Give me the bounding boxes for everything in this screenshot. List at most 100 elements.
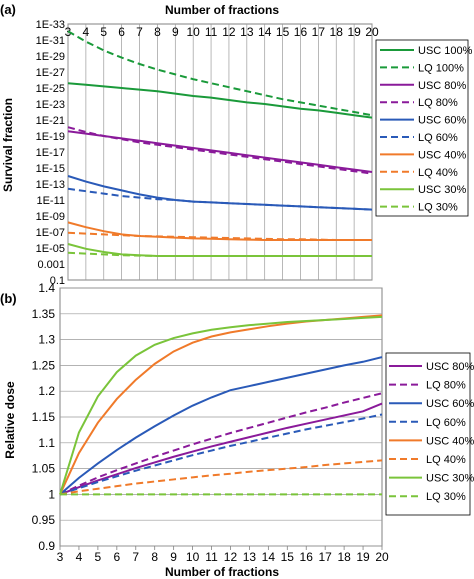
panel-b-x-axis-title: Number of fractions: [165, 565, 279, 579]
panel-b-y-tick-label: 0.95: [32, 513, 56, 527]
panel-a-y-tick-label: 1E-11: [36, 195, 65, 207]
panel-a-series-usc-100-: [67, 82, 373, 119]
panel-a-legend-box: [375, 39, 469, 217]
panel-a-y-tick-label: 1E-15: [36, 163, 65, 175]
panel-b-series-usc-30-: [59, 315, 383, 495]
panel-b-x-tick-label: 6: [113, 550, 120, 564]
panel-a-series-usc-80-: [67, 130, 373, 173]
panel-a-y-tick-label: 1E-19: [36, 131, 65, 143]
panel-b-y-tick-label: 1.2: [38, 384, 55, 398]
panel-a-x-tick-label: 14: [258, 25, 272, 39]
panel-b-x-tick-label: 5: [95, 550, 102, 564]
panel-a-x-tick-label: 19: [347, 25, 361, 39]
panel-b-legend-label: USC 60%: [426, 398, 474, 410]
panel-a-y-tick-label: 1E-05: [36, 243, 65, 255]
panel-a-legend-label: LQ 60%: [418, 132, 458, 144]
panel-a-x-tick-label: 15: [276, 25, 290, 39]
panel-b-x-tick-label: 18: [337, 550, 351, 564]
panel-a-series-lq-40-: [67, 231, 372, 241]
panel-b-x-tick-label: 7: [132, 550, 139, 564]
panel-a-y-tick-label: 1E-31: [36, 35, 65, 47]
panel-b-series-lq-80-: [59, 392, 383, 496]
panel-b-y-tick-label: 1: [48, 487, 55, 501]
panel-b-y-tick-label: 1.4: [38, 281, 55, 295]
panel-a-y-tick-label: 0.1: [50, 275, 65, 287]
panel-b-y-ticks: 0.9 0.95 1 1.05 1.1 1.15 1.2 1.25 1.3 1.35 1.4: [32, 281, 56, 553]
panel-b-x-tick-label: 17: [318, 550, 332, 564]
panel-b-x-tick-label: 11: [205, 550, 218, 564]
panel-b-y-tick-label: 1.1: [38, 436, 55, 450]
panel-b-x-tick-label: 19: [356, 550, 370, 564]
panel-a-y-tick-label: 1E-13: [36, 179, 65, 191]
panel-a-series-lq-80-: [67, 126, 373, 175]
panel-a-series-lines: [67, 30, 373, 257]
panel-a-y-ticks: 0.1 0.001 1E-05 1E-07 1E-09 1E-11 1E-13 1E-15 1E…: [36, 19, 65, 287]
panel-b-legend-label: USC 80%: [426, 361, 474, 373]
panel-a-y-tick-label: 1E-21: [36, 115, 65, 127]
panel-a-y-tick-label: 1E-23: [36, 99, 65, 111]
panel-a-legend-label: USC 80%: [418, 80, 467, 92]
panel-b-legend: USC 80% LQ 80% USC 60% LQ 60% USC 40% LQ 40% U…: [389, 361, 474, 503]
panel-b-y-tick-label: 1.25: [32, 358, 56, 372]
panel-a-y-tick-label: 1E-25: [36, 83, 65, 95]
panel-a-x-tick-label: 7: [136, 25, 143, 39]
panel-b-x-tick-label: 3: [57, 550, 64, 564]
panel-a-series-lq-60-: [67, 187, 373, 211]
panel-a-legend: USC 100% LQ 100% USC 80% LQ 80% USC 60% LQ 60…: [380, 45, 473, 214]
panel-a-survival-chart: (a) Number of fractions Survival fractio…: [0, 2, 473, 287]
panel-a-x-tick-label: 18: [330, 25, 344, 39]
panel-b-series-lines: [59, 314, 383, 496]
panel-a-y-tick-label: 1E-33: [36, 19, 65, 31]
panel-b-label: (b): [0, 291, 17, 306]
panel-a-x-tick-label: 4: [83, 25, 90, 39]
panel-b-x-tick-label: 15: [281, 550, 295, 564]
panel-a-series-lq-30-: [67, 251, 372, 257]
panel-b-x-tick-label: 13: [243, 550, 257, 564]
panel-b-gridlines: [60, 287, 382, 547]
panel-a-x-tick-label: 9: [172, 25, 179, 39]
panel-a-legend-label: USC 100%: [418, 45, 473, 57]
panel-b-y-tick-label: 1.15: [32, 410, 56, 424]
panel-a-legend-label: LQ 80%: [418, 97, 458, 109]
panel-b-legend-label: LQ 60%: [426, 417, 466, 429]
panel-b-x-tick-label: 8: [151, 550, 158, 564]
panel-b-legend-label: USC 40%: [426, 435, 474, 447]
panel-b-legend-label: LQ 80%: [426, 380, 466, 392]
panel-b-x-tick-label: 10: [186, 550, 200, 564]
panel-b-y-tick-label: 1.05: [32, 462, 56, 476]
panel-a-legend-label: USC 30%: [418, 184, 467, 196]
panel-b-y-axis-title: Relative dose: [3, 381, 17, 459]
panel-b-y-tick-label: 1.3: [38, 333, 55, 347]
panel-a-x-tick-label: 16: [294, 25, 308, 39]
panel-b-series-lq-60-: [59, 413, 383, 496]
panel-a-y-tick-label: 1E-27: [36, 67, 65, 79]
panel-b-y-tick-label: 1.35: [32, 307, 56, 321]
panel-a-series-lq-100-: [67, 30, 373, 117]
panel-a-legend-label: LQ 30%: [418, 202, 458, 214]
panel-b-x-ticks: 3 4 5 6 7 8 9 10 11 12 13 14 15 16 17 18 19 20: [57, 546, 389, 564]
panel-b-legend-label: LQ 30%: [426, 491, 466, 503]
panel-a-label: (a): [0, 2, 16, 17]
panel-a-y-axis-title: Survival fraction: [1, 98, 15, 192]
panel-b-legend-label: USC 30%: [426, 473, 474, 485]
panel-a-x-tick-label: 20: [365, 25, 379, 39]
panel-a-x-tick-label: 17: [312, 25, 326, 39]
panel-b-x-tick-label: 14: [262, 550, 276, 564]
panel-b-x-tick-label: 12: [224, 550, 238, 564]
panel-b-series-lq-40-: [59, 459, 383, 496]
panel-a-y-tick-label: 1E-17: [36, 147, 65, 159]
panel-a-x-tick-label: 12: [222, 25, 236, 39]
panel-a-y-tick-label: 0.001: [37, 259, 65, 271]
panel-a-legend-label: LQ 100%: [418, 62, 464, 74]
panel-a-x-tick-label: 8: [154, 25, 161, 39]
panel-a-x-tick-label: 10: [186, 25, 200, 39]
panel-b-x-tick-label: 20: [375, 550, 389, 564]
panel-a-x-tick-label: 13: [240, 25, 254, 39]
panel-a-y-tick-label: 1E-09: [36, 211, 65, 223]
panel-b-x-tick-label: 9: [170, 550, 177, 564]
panel-a-x-tick-label: 6: [118, 25, 125, 39]
panel-a-y-tick-label: 1E-07: [36, 227, 65, 239]
panel-b-x-tick-label: 16: [300, 550, 314, 564]
